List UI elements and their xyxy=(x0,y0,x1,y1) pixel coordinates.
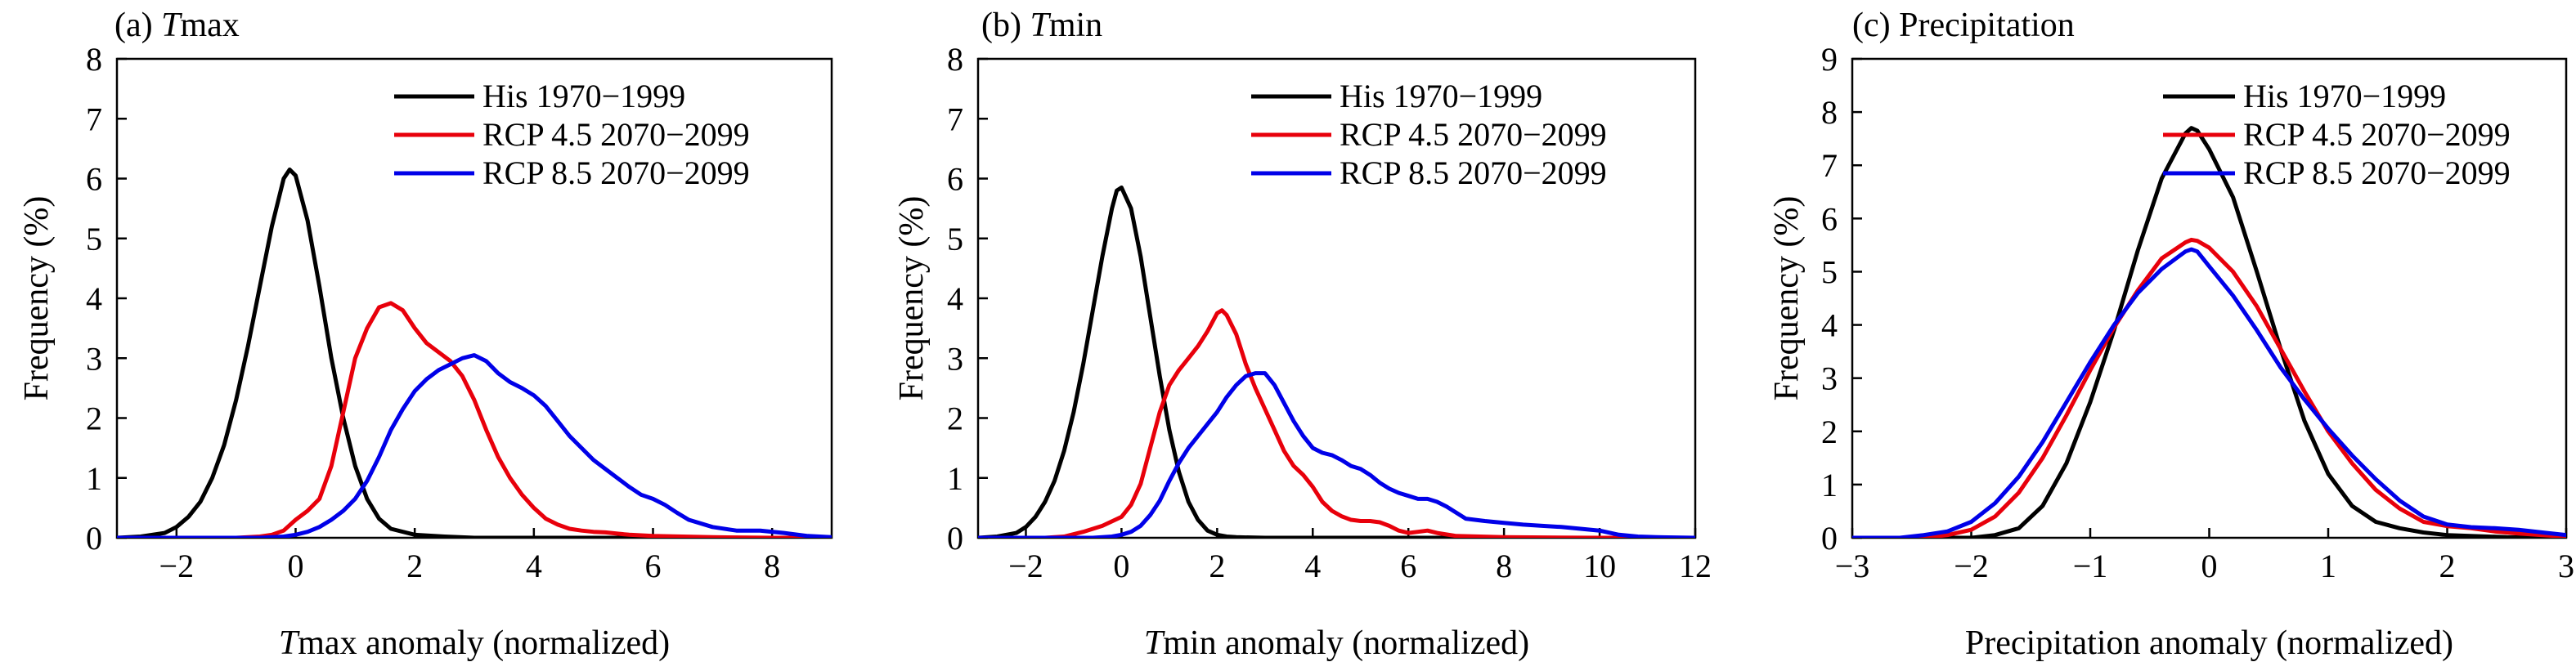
x-tick-label: 8 xyxy=(1496,548,1512,584)
y-tick-label: 4 xyxy=(947,280,963,317)
x-tick-label: −2 xyxy=(1954,548,1989,584)
legend-label-1: His 1970−1999 xyxy=(482,78,685,114)
x-tick-label: 2 xyxy=(1209,548,1225,584)
series-line-3 xyxy=(1852,247,2566,538)
y-tick-label: 4 xyxy=(86,280,102,317)
y-axis-label: Frequency (%) xyxy=(1768,196,1806,401)
series-line-2 xyxy=(978,308,1695,538)
x-tick-label: 2 xyxy=(406,548,423,584)
panel-title-text: min xyxy=(1049,7,1102,44)
series-line-3 xyxy=(117,353,832,538)
y-tick-label: 5 xyxy=(1821,253,1838,290)
x-tick-label: 6 xyxy=(645,548,662,584)
y-tick-label: 3 xyxy=(86,340,102,377)
series-line-3 xyxy=(978,371,1695,538)
x-tick-label: 4 xyxy=(1304,548,1321,584)
x-tick-label: −2 xyxy=(159,548,195,584)
x-tick-label: −2 xyxy=(1008,548,1043,584)
y-tick-label: 8 xyxy=(947,41,963,78)
legend-label-2: RCP 4.5 2070−2099 xyxy=(1340,116,1607,153)
panel-title: (b) Tmin xyxy=(981,7,1102,44)
x-tick-label: 1 xyxy=(2320,548,2336,584)
y-tick-label: 0 xyxy=(1821,520,1838,557)
x-tick-label: 12 xyxy=(1679,548,1712,584)
x-tick-label: 8 xyxy=(764,548,780,584)
y-tick-label: 0 xyxy=(947,520,963,557)
y-tick-label: 8 xyxy=(1821,94,1838,131)
y-tick-label: 6 xyxy=(947,161,963,198)
y-tick-label: 5 xyxy=(947,221,963,257)
y-tick-label: 9 xyxy=(1821,41,1838,78)
panel-title: (c) Precipitation xyxy=(1852,7,2075,44)
y-tick-label: 1 xyxy=(86,460,102,497)
y-axis-label: Frequency (%) xyxy=(18,196,56,401)
x-axis-label-text: Precipitation anomaly (normalized) xyxy=(1965,624,2453,662)
x-axis-label: Precipitation anomaly (normalized) xyxy=(1965,624,2453,662)
y-tick-label: 1 xyxy=(947,460,963,497)
y-tick-label: 4 xyxy=(1821,307,1838,344)
panel-title-text: Precipitation xyxy=(1899,7,2075,44)
y-tick-label: 6 xyxy=(1821,200,1838,237)
y-tick-label: 7 xyxy=(947,101,963,137)
legend-label-2: RCP 4.5 2070−2099 xyxy=(482,116,750,153)
panel-3: (c) Precipitation −3 −2 −1 0 1 2 3 0 1 2 3 4 5 6 7 8 9 Pre… xyxy=(1768,7,2574,662)
x-tick-label: 0 xyxy=(288,548,304,584)
legend-label-1: His 1970−1999 xyxy=(2243,78,2446,114)
x-axis-label: Tmin anomaly (normalized) xyxy=(1144,624,1529,662)
panel-title-italic: T xyxy=(1030,7,1051,44)
legend-label-3: RCP 8.5 2070−2099 xyxy=(1340,154,1607,191)
x-tick-label: 6 xyxy=(1400,548,1416,584)
y-tick-label: 0 xyxy=(86,520,102,557)
x-tick-label: 3 xyxy=(2558,548,2574,584)
y-tick-label: 7 xyxy=(1821,147,1838,184)
x-tick-label: −3 xyxy=(1835,548,1870,584)
legend-label-3: RCP 8.5 2070−2099 xyxy=(482,154,750,191)
y-tick-label: 7 xyxy=(86,101,102,137)
series-line-1 xyxy=(117,168,832,538)
legend-label-3: RCP 8.5 2070−2099 xyxy=(2243,154,2511,191)
panel-title-italic: T xyxy=(161,7,182,44)
x-axis-label: Tmax anomaly (normalized) xyxy=(279,624,670,662)
legend-label-2: RCP 4.5 2070−2099 xyxy=(2243,116,2511,153)
x-axis-label-italic: T xyxy=(1144,624,1165,662)
legend-label-1: His 1970−1999 xyxy=(1340,78,1542,114)
y-tick-label: 2 xyxy=(1821,414,1838,450)
x-tick-label: 0 xyxy=(1113,548,1129,584)
panel-title-label: (a) xyxy=(114,7,161,44)
series-line-1 xyxy=(1852,126,2566,538)
x-tick-label: 2 xyxy=(2439,548,2456,584)
y-tick-label: 1 xyxy=(1821,467,1838,503)
x-tick-label: 10 xyxy=(1583,548,1616,584)
panel-title-label: (c) xyxy=(1852,7,1899,44)
x-tick-label: 0 xyxy=(2201,548,2218,584)
panel-title-label: (b) xyxy=(981,7,1030,44)
y-axis-label: Frequency (%) xyxy=(893,196,931,401)
y-tick-label: 3 xyxy=(1821,360,1838,397)
y-tick-label: 3 xyxy=(947,340,963,377)
panel-title: (a) Tmax xyxy=(114,7,240,44)
x-tick-label: −1 xyxy=(2073,548,2108,584)
x-tick-label: 4 xyxy=(526,548,542,584)
panel-title-text: max xyxy=(180,7,239,44)
panel-1: (a) Tmax −2 0 2 4 6 8 0 1 2 3 4 5 6 7 8 Tmax anomaly (no… xyxy=(18,7,833,662)
series-line-2 xyxy=(1852,237,2566,538)
y-tick-label: 2 xyxy=(86,400,102,437)
y-tick-label: 5 xyxy=(86,221,102,257)
x-axis-label-text: max anomaly (normalized) xyxy=(298,624,670,662)
x-axis-label-italic: T xyxy=(279,624,300,662)
y-tick-label: 2 xyxy=(947,400,963,437)
y-tick-label: 6 xyxy=(86,161,102,198)
series-line-1 xyxy=(978,186,1695,538)
series-line-2 xyxy=(117,301,832,538)
x-axis-label-text: min anomaly (normalized) xyxy=(1163,624,1529,662)
y-tick-label: 8 xyxy=(86,41,102,78)
